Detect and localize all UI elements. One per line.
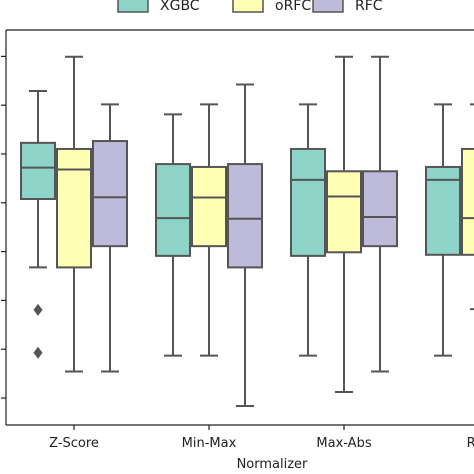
box-iqr <box>326 170 362 254</box>
box-oRFC-Max-Abs <box>326 55 362 393</box>
outlier-point <box>33 346 43 359</box>
box-iqr <box>20 141 56 200</box>
x-tick-label: Max-Abs <box>316 436 371 451</box>
box-iqr <box>290 147 326 257</box>
box-RFC-Z-Score <box>92 103 128 373</box>
legend-swatch <box>117 0 149 13</box>
box-XGBC-Rob <box>425 103 461 357</box>
box-XGBC-Z-Score <box>20 90 56 359</box>
legend-item-oRFC: oRFC <box>232 0 311 14</box>
legend-item-RFC: RFC <box>312 0 383 14</box>
box-iqr <box>191 165 227 248</box>
legend: XGBC oRFC RFC <box>117 0 383 14</box>
x-axis-label: Normalizer <box>237 457 308 472</box>
legend-label: RFC <box>355 0 383 14</box>
legend-swatch <box>232 0 264 13</box>
box-iqr <box>92 140 128 248</box>
box-iqr <box>425 165 461 256</box>
box-iqr <box>155 163 191 257</box>
x-tick-label: Rob <box>467 436 474 451</box>
axes: Z-Score Min-Max Max-Abs Rob <box>1 29 474 451</box>
outlier-point <box>33 303 43 316</box>
legend-swatch <box>312 0 344 13</box>
plot-area <box>20 55 474 407</box>
box-oRFC-Z-Score <box>56 55 92 373</box>
box-XGBC-Max-Abs <box>290 103 326 357</box>
box-iqr <box>461 147 474 256</box>
box-XGBC-Min-Max <box>155 113 191 357</box>
box-oRFC-Min-Max <box>191 103 227 357</box>
box-oRFC-Rob <box>461 103 474 311</box>
x-tick-label: Min-Max <box>182 436 237 451</box>
box-iqr <box>56 147 92 269</box>
legend-item-XGBC: XGBC <box>117 0 200 14</box>
legend-label: XGBC <box>160 0 200 14</box>
box-RFC-Max-Abs <box>362 55 398 373</box>
box-iqr <box>362 170 398 248</box>
box-RFC-Min-Max <box>227 83 263 407</box>
box-iqr <box>227 163 263 269</box>
legend-label: oRFC <box>275 0 311 14</box>
x-tick-label: Z-Score <box>49 436 99 451</box>
